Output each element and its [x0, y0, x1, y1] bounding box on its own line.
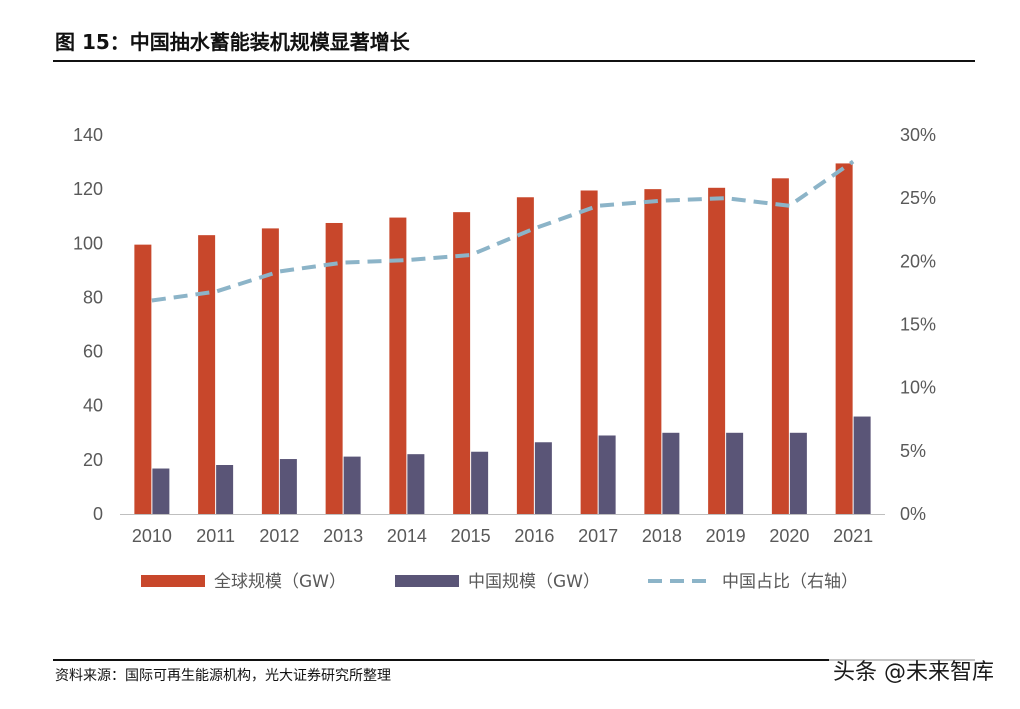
- x-tick-label: 2019: [706, 526, 746, 546]
- y-right-tick-label: 30%: [900, 125, 936, 145]
- share-line: [151, 159, 855, 303]
- bar-china: [853, 416, 871, 514]
- y-left-tick-label: 100: [73, 233, 103, 253]
- bar-china: [726, 432, 744, 514]
- y-left-tick-label: 80: [83, 287, 103, 307]
- bar-global: [325, 222, 343, 514]
- legend-label-share: 中国占比（右轴）: [722, 572, 858, 592]
- legend-label-china: 中国规模（GW）: [468, 572, 600, 592]
- y-left-tick-label: 40: [83, 396, 103, 416]
- source-rule: [53, 659, 975, 661]
- source-note: 资料来源：国际可再生能源机构，光大证券研究所整理: [55, 668, 391, 684]
- bar-global: [644, 189, 662, 514]
- bar-china: [534, 442, 552, 514]
- bars: [134, 163, 871, 515]
- y-left-tick-label: 20: [83, 450, 103, 470]
- bar-global: [771, 178, 789, 515]
- y-right-tick-label: 5%: [900, 441, 926, 461]
- y-right-tick-label: 15%: [900, 315, 936, 335]
- y-left-tick-label: 60: [83, 342, 103, 362]
- x-tick-label: 2013: [323, 526, 363, 546]
- legend-swatch-global: [141, 575, 205, 587]
- bar-china: [152, 468, 170, 514]
- bar-global: [580, 190, 598, 514]
- bar-global: [708, 187, 726, 514]
- y-left-tick-label: 120: [73, 179, 103, 199]
- series-line-share: [151, 159, 855, 303]
- bar-global: [453, 212, 471, 514]
- bar-china: [407, 454, 425, 514]
- bar-global: [198, 235, 216, 514]
- y-left-tick-label: 140: [73, 125, 103, 145]
- axes: 0 20 40 60 80 100 120 140 0% 5% 10% 15% 20% 25% 30% 201…: [73, 125, 936, 546]
- figure-title: 图 15：中国抽水蓄能装机规模显著增长: [55, 30, 410, 54]
- y-right-tick-label: 0%: [900, 504, 926, 524]
- bar-global: [389, 217, 407, 514]
- bar-global: [516, 197, 534, 514]
- title-rule: [53, 60, 975, 62]
- x-tick-label: 2018: [642, 526, 682, 546]
- bar-china: [471, 451, 489, 514]
- watermark: 头条 @未来智库: [829, 654, 998, 686]
- y-right-tick-label: 20%: [900, 251, 936, 271]
- bar-china: [789, 432, 807, 514]
- x-tick-label: 2017: [578, 526, 618, 546]
- bar-china: [598, 435, 616, 514]
- legend-label-global: 全球规模（GW）: [214, 572, 346, 592]
- x-tick-label: 2011: [196, 526, 235, 546]
- x-tick-label: 2015: [451, 526, 491, 546]
- legend-swatch-china: [395, 575, 459, 587]
- bar-china: [662, 432, 680, 514]
- y-right-tick-label: 25%: [900, 188, 936, 208]
- x-tick-label: 2014: [387, 526, 427, 546]
- bar-china: [279, 459, 297, 514]
- x-tick-label: 2020: [769, 526, 809, 546]
- bar-china: [216, 465, 234, 514]
- bar-global: [134, 244, 152, 514]
- x-tick-label: 2021: [833, 526, 873, 546]
- x-tick-label: 2016: [514, 526, 554, 546]
- bar-global: [835, 163, 853, 515]
- x-tick-label: 2010: [132, 526, 172, 546]
- legend: 全球规模（GW） 中国规模（GW） 中国占比（右轴）: [141, 572, 858, 592]
- bar-china: [343, 456, 361, 514]
- bar-global: [261, 228, 279, 514]
- y-left-tick-label: 0: [93, 504, 103, 524]
- y-right-tick-label: 10%: [900, 378, 936, 398]
- x-tick-label: 2012: [259, 526, 299, 546]
